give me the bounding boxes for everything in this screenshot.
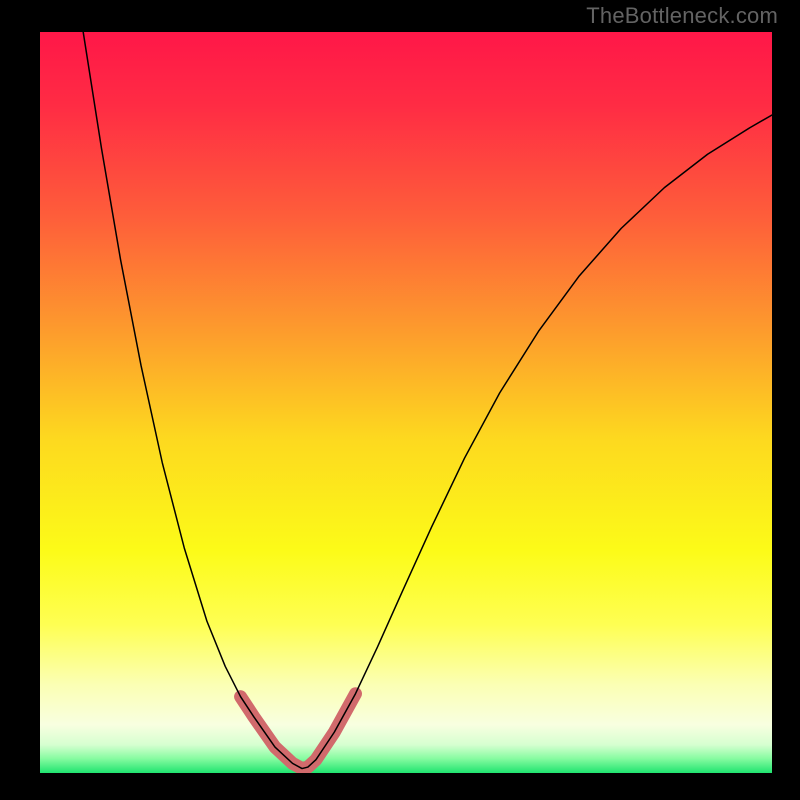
plot-area: [40, 32, 772, 773]
watermark-text: TheBottleneck.com: [586, 3, 778, 29]
stage: TheBottleneck.com: [0, 0, 800, 800]
chart-svg: [40, 32, 772, 773]
